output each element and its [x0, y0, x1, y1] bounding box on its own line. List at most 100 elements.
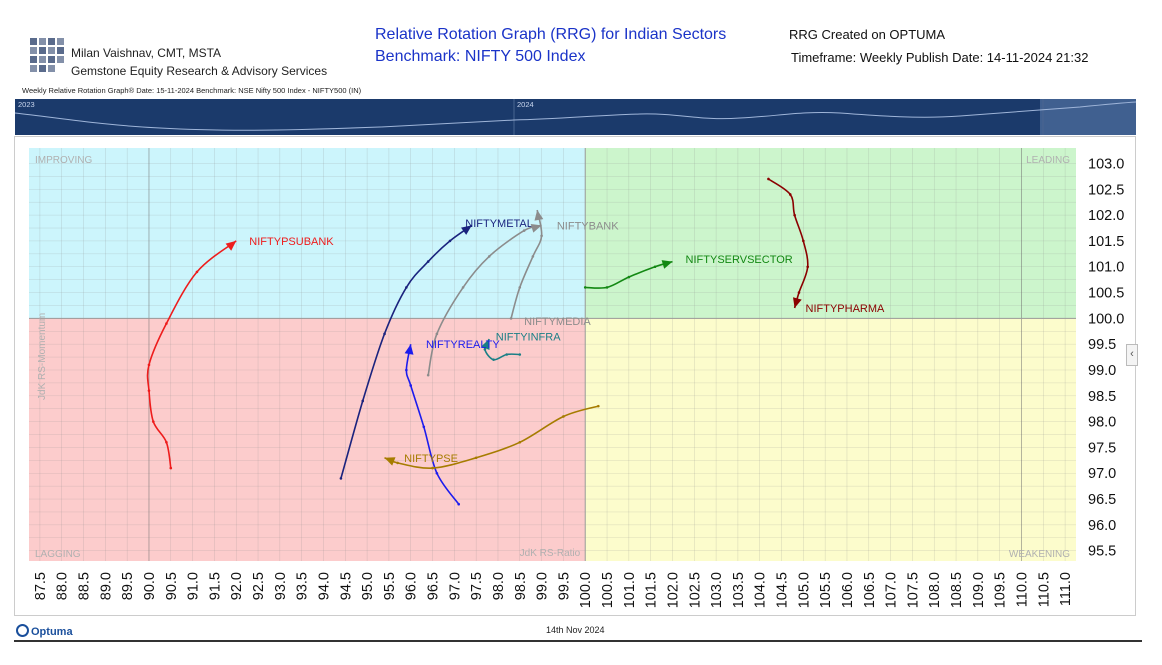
y-tick-label: 100.0: [1088, 311, 1124, 327]
quadrant-label-leading: LEADING: [1026, 155, 1070, 166]
panel-expand-button[interactable]: ‹: [1126, 344, 1138, 366]
x-tick-label: 109.5: [993, 572, 1009, 608]
y-tick-label: 101.0: [1088, 260, 1124, 276]
company-logo: [30, 38, 66, 76]
arrow-head-niftymedia: [530, 224, 542, 233]
x-tick-label: 108.5: [949, 572, 965, 608]
x-tick-label: 89.0: [98, 572, 114, 600]
trail-point-niftymetal: [383, 332, 386, 336]
x-tick-label: 107.0: [884, 572, 900, 608]
trail-point-niftypsubank: [147, 363, 151, 367]
quadrant-label-weakening: WEAKENING: [1009, 549, 1070, 560]
trail-point-niftyservsector: [627, 275, 631, 279]
x-tick-label: 110.0: [1014, 572, 1030, 607]
chart-info-line: Weekly Relative Rotation Graph® Date: 15…: [22, 86, 362, 95]
trail-point-niftybank: [531, 255, 535, 258]
trail-point-niftyservsector: [605, 286, 609, 289]
y-tick-label: 98.0: [1088, 415, 1116, 431]
footer-divider: [14, 640, 1142, 642]
y-tick-label: 96.0: [1088, 518, 1116, 534]
x-tick-label: 102.0: [665, 572, 681, 608]
trail-point-niftyrealty: [422, 425, 426, 429]
x-tick-label: 95.0: [360, 572, 376, 600]
trail-point-niftypsubank: [147, 389, 151, 392]
trail-point-niftypharma: [767, 177, 770, 181]
x-tick-label: 87.5: [33, 572, 49, 600]
y-tick-label: 95.5: [1088, 544, 1116, 560]
x-tick-label: 104.0: [753, 572, 769, 608]
x-tick-label: 107.5: [905, 572, 921, 608]
y-axis-label: JdK RS-Momentum: [37, 313, 48, 400]
trail-point-niftypsubank: [165, 440, 168, 444]
series-label-niftyrealty: NIFTYREALTY: [426, 339, 500, 351]
x-tick-label: 97.5: [469, 572, 485, 600]
y-tick-label: 100.5: [1088, 286, 1124, 302]
x-tick-label: 96.5: [426, 572, 442, 600]
y-tick-label: 102.5: [1088, 182, 1124, 198]
trail-point-niftybank: [509, 317, 513, 320]
x-tick-label: 101.5: [644, 572, 660, 608]
series-label-niftyservsector: NIFTYSERVSECTOR: [686, 254, 793, 266]
x-tick-label: 103.5: [731, 572, 747, 608]
y-tick-label: 97.5: [1088, 440, 1116, 456]
company-name: Gemstone Equity Research & Advisory Serv…: [71, 64, 328, 78]
x-tick-label: 99.0: [535, 572, 551, 600]
y-tick-label: 96.5: [1088, 492, 1116, 508]
x-tick-label: 98.0: [491, 572, 507, 600]
trail-point-niftymedia: [435, 332, 439, 336]
x-tick-label: 94.0: [316, 572, 332, 600]
trail-point-niftymetal: [405, 286, 408, 289]
optuma-brand: Optuma: [16, 624, 73, 638]
trail-point-niftypsubank: [152, 420, 155, 423]
trail-point-niftymedia: [461, 286, 465, 289]
leading-quadrant: [585, 148, 1076, 319]
trail-point-niftypse: [597, 404, 600, 408]
x-tick-label: 91.5: [207, 572, 223, 600]
x-tick-label: 109.0: [971, 572, 987, 608]
y-tick-label: 102.0: [1088, 208, 1124, 224]
arrow-head-niftyservsector: [661, 260, 673, 269]
x-tick-label: 92.5: [251, 572, 267, 600]
series-label-niftypse: NIFTYPSE: [404, 453, 458, 465]
trail-point-niftyrealty: [435, 471, 439, 475]
trail-point-niftybank: [540, 234, 543, 238]
trail-point-niftyrealty: [409, 384, 413, 387]
x-tick-label: 104.5: [775, 572, 791, 608]
trail-point-niftymedia: [522, 229, 526, 232]
trail-point-niftyinfra: [483, 348, 487, 351]
trail-point-niftymetal: [339, 477, 343, 480]
x-tick-label: 103.0: [709, 572, 725, 608]
series-label-niftymedia: NIFTYMEDIA: [524, 316, 591, 328]
y-tick-label: 101.5: [1088, 234, 1124, 250]
author-name: Milan Vaishnav, CMT, MSTA: [71, 46, 222, 60]
trail-point-niftypsubank: [165, 322, 168, 325]
x-tick-label: 106.0: [840, 572, 856, 608]
x-tick-label: 111.0: [1058, 572, 1074, 606]
x-tick-label: 89.5: [120, 572, 136, 600]
trail-niftypsubank: [146, 240, 237, 469]
trail-point-niftypharma: [802, 239, 805, 243]
trail-point-niftymedia: [426, 373, 430, 377]
x-tick-label: 110.5: [1036, 572, 1052, 607]
trail-point-niftyinfra: [518, 353, 522, 356]
arrow-head-niftypharma: [793, 297, 802, 308]
x-tick-label: 97.0: [447, 572, 463, 600]
trail-point-niftyrealty: [457, 502, 461, 506]
trail-point-niftypsubank: [169, 466, 173, 470]
series-label-niftypharma: NIFTYPHARMA: [806, 303, 886, 315]
x-tick-label: 100.5: [600, 572, 616, 608]
x-tick-label: 90.0: [142, 572, 158, 600]
quadrant-label-lagging: LAGGING: [35, 549, 81, 560]
series-label-niftyinfra: NIFTYINFRA: [496, 331, 561, 343]
x-tick-label: 100.0: [578, 572, 594, 608]
x-tick-label: 108.0: [927, 572, 943, 608]
arrow-head-niftypse: [384, 457, 396, 466]
x-tick-label: 105.0: [796, 572, 812, 608]
series-label-niftypsubank: NIFTYPSUBANK: [249, 236, 334, 248]
chart-subtitle: Benchmark: NIFTY 500 Index: [375, 48, 586, 65]
x-tick-label: 92.0: [229, 572, 245, 600]
trail-point-niftybank: [518, 286, 522, 289]
x-tick-label: 93.5: [295, 572, 311, 600]
series-label-niftymetal: NIFTYMETAL: [465, 218, 533, 230]
